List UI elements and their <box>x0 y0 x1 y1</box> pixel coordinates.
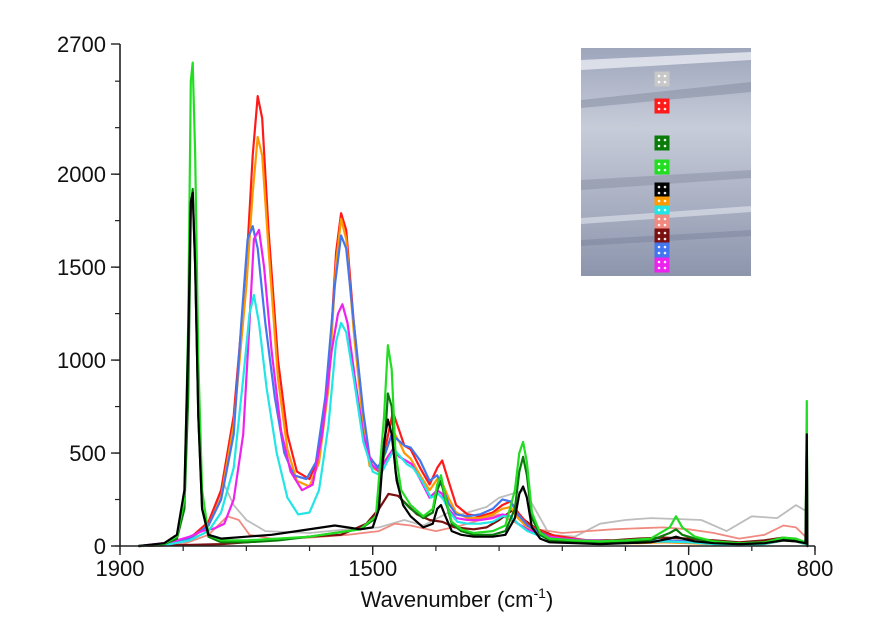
inset-marker-11 <box>654 257 670 273</box>
inset-marker-10 <box>654 242 670 258</box>
inset-marker-4 <box>654 159 670 175</box>
y-tick-label: 0 <box>94 534 106 559</box>
x-tick-label: 1500 <box>348 556 397 581</box>
series-layer <box>137 61 809 548</box>
inset-marker-3 <box>654 135 670 151</box>
inset-microscope-image <box>581 48 751 276</box>
series-line-1 <box>138 483 807 547</box>
y-tick-label: 1500 <box>57 255 106 280</box>
y-tick-label: 500 <box>69 441 106 466</box>
x-tick-label: 800 <box>797 556 834 581</box>
x-tick-label: 1000 <box>664 556 713 581</box>
inset-stripe <box>581 170 751 190</box>
inset-marker-2 <box>654 98 670 114</box>
inset-marker-9 <box>654 228 670 244</box>
x-axis-title: Wavenumber (cm-1) <box>361 585 554 612</box>
inset-marker-8 <box>654 214 670 230</box>
inset-marker-1 <box>654 71 670 87</box>
series-line-11 <box>137 191 809 548</box>
x-tick-label: 1900 <box>96 556 145 581</box>
inset-markers <box>654 71 670 273</box>
cropped-caption-remnant <box>95 616 815 636</box>
inset-stripe <box>581 82 751 108</box>
series-line-8 <box>137 293 809 548</box>
y-tick-label: 2000 <box>57 162 106 187</box>
y-tick-label: 2700 <box>57 32 106 57</box>
series-line-7 <box>137 228 809 548</box>
y-ticks: 0 500 1000 1500 2000 2700 <box>57 32 120 559</box>
y-tick-label: 1000 <box>57 348 106 373</box>
inset-stripe <box>581 52 751 70</box>
inset-marker-5 <box>654 182 670 198</box>
series-line-10 <box>137 61 809 548</box>
x-ticks: 1900 1500 1000 800 <box>96 546 834 581</box>
series-line-2 <box>138 513 807 547</box>
